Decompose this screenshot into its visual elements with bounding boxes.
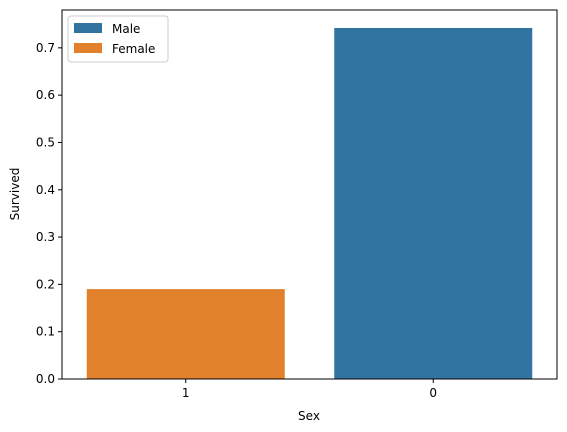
y-tick-label: 0.2: [36, 277, 55, 291]
bars-group: [86, 27, 533, 379]
bar-female: [86, 289, 285, 379]
y-axis: 0.0 0.1 0.2 0.3 0.4 0.5 0.6 0.7: [36, 41, 62, 386]
y-tick-label: 0.5: [36, 135, 55, 149]
y-tick-label: 0.0: [36, 372, 55, 386]
y-tick-label: 0.1: [36, 325, 55, 339]
x-tick-label: 0: [429, 386, 437, 400]
legend-swatch-female: [74, 43, 102, 53]
x-tick-label: 1: [182, 386, 190, 400]
y-tick-label: 0.4: [36, 183, 55, 197]
x-axis-label: Sex: [298, 409, 320, 423]
legend-label-male: Male: [112, 22, 140, 36]
bar-male: [334, 27, 533, 379]
legend-swatch-male: [74, 23, 102, 33]
y-tick-label: 0.3: [36, 230, 55, 244]
y-tick-label: 0.6: [36, 88, 55, 102]
y-tick-label: 0.7: [36, 41, 55, 55]
legend-label-female: Female: [112, 42, 155, 56]
y-axis-label: Survived: [8, 168, 22, 221]
legend: Male Female: [67, 15, 169, 63]
plot-frame: [61, 9, 558, 380]
